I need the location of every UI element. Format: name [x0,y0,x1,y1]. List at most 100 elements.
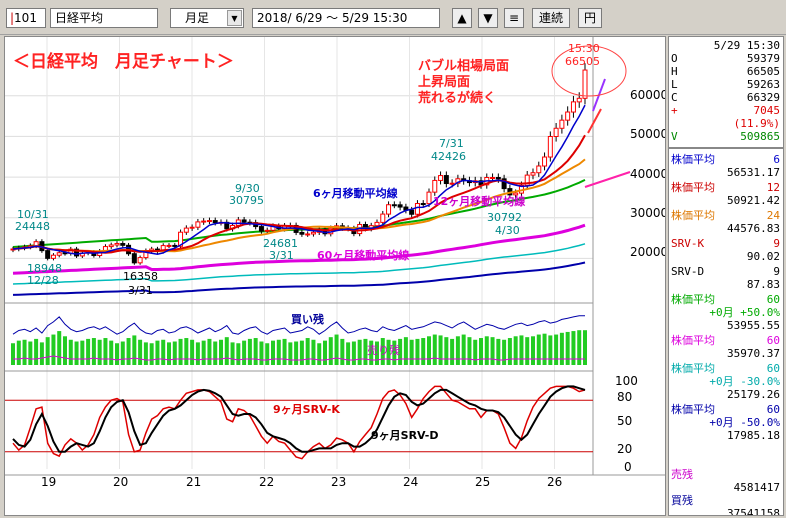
buy-volume-bar [219,339,223,365]
candle-body [414,203,420,215]
buy-volume-bar [323,340,327,365]
buy-volume-bar [178,338,183,365]
indicator-period: 12 [766,181,780,194]
candle-body [305,233,311,236]
label-date-5: 3/31 [269,249,294,262]
scroll-up-button[interactable]: ▲ [452,8,472,28]
label-date-4: 9/30 [235,182,260,195]
label-value-4: 30795 [229,194,264,207]
indicator-value-text: 44576.83 [727,222,780,235]
indicator-offset: +0月 -30.0% [671,375,780,388]
toolbar: |101 日経平均 月足 ▼ 2018/ 6/29 ～ 5/29 15:30 ▲… [0,0,786,35]
indicator-value-text: 53955.55 [727,319,780,332]
candle-body [536,165,542,174]
ma6-line [12,104,586,255]
buy-volume-bar [63,336,67,365]
info-open: O 59379 [671,52,780,65]
volume-bars [11,315,587,365]
buy-volume-bar [22,339,27,365]
price-chart: ＜日経平均 月足チャート＞ 15:30 66505 バブル相場局面 上昇局面 荒… [5,37,668,489]
indicator-period: 60 [766,362,780,375]
indicator-offset: +0月 -50.0% [671,416,780,429]
yen-button[interactable]: 円 [578,8,602,28]
buy-volume-bar [455,336,460,365]
annotation-arrow-red [587,108,602,134]
buy-volume-bar [68,339,73,365]
buy-volume-bar [536,334,541,365]
candle-body [310,231,316,235]
buy-volume-bar [161,339,166,365]
x-tick-22: 22 [259,475,274,489]
stock-code-field[interactable]: |101 [6,8,46,28]
indicator-period: 60 [766,334,780,347]
buy-balance-label: 買残 [671,494,693,507]
srv-k-line [12,385,586,460]
buy-volume-bar [490,337,495,365]
moving-averages [12,104,586,255]
date-range-field[interactable]: 2018/ 6/29 ～ 5/29 15:30 [252,8,440,28]
sell-volume-label: 売り残 [367,343,400,357]
buy-volume-label: 買い残 [291,312,324,326]
x-tick-19: 19 [41,475,56,489]
buy-volume-bar [484,336,489,365]
buy-volume-bar [247,338,252,365]
buy-volume-bar [571,331,576,365]
candle-body [570,101,576,113]
buy-volume-bar [143,342,148,365]
scroll-down-button[interactable]: ▼ [478,8,498,28]
chevron-down-icon[interactable]: ▼ [227,10,242,26]
buy-volume-bar [201,340,206,365]
candle-body [189,226,195,229]
buy-volume-bar [184,338,189,365]
buy-volume-bar [386,339,391,365]
y-axis-price: 60000 50000 40000 30000 20000 [630,88,668,259]
indicator-period: 9 [773,237,780,250]
sell-volume-line [13,355,585,361]
candle-body [420,203,426,206]
buy-volume-bar [496,338,501,365]
label-value-2: 18948 [27,262,62,275]
label-value-6: 42426 [431,150,466,163]
stock-name-field[interactable]: 日経平均 [50,8,158,28]
y-tick-100: 100 [615,374,638,388]
indicator-name: 株価平均 [671,153,715,166]
x-tick-20: 20 [113,475,128,489]
menu-button[interactable]: ≡ [504,8,524,28]
buy-volume-bar [461,334,466,365]
indicator-value: 50921.42 [671,194,780,207]
candle-body [391,204,397,207]
indicator-offset-text: +0月 -50.0% [709,416,780,429]
ma60-label: 60ヶ月移動平均線 [317,248,409,262]
candle-body [495,177,501,180]
buy-volume-bar [236,343,241,365]
y-tick-20000: 20000 [630,245,665,259]
annotation-line1: バブル相場局面 [418,58,509,74]
buy-volume-bar [242,340,247,365]
y-tick-50: 50 [617,414,632,428]
buy-volume-bar [427,336,431,365]
annotation-ellipse [551,45,627,97]
x-tick-26: 26 [547,475,562,489]
buy-volume-bar [531,336,535,365]
continuous-button[interactable]: 連続 [532,8,570,28]
label-date-3: 3/31 [128,284,153,297]
buy-volume-bar [126,338,131,365]
indicator-value: 53955.55 [671,319,780,332]
buy-volume-bar [45,337,50,365]
label-value-3: 16358 [123,270,158,283]
indicator-value: 56531.17 [671,166,780,179]
buy-volume-bar [398,338,403,365]
indicator-offset: +0月 +50.0% [671,306,780,319]
x-tick-25: 25 [475,475,490,489]
buy-volume-bar [282,338,287,365]
info-low: L 59263 [671,78,780,91]
indicator-value-text: 90.02 [746,250,780,263]
indicator-value-text: 50921.42 [727,194,780,207]
chart-panel: ＜日経平均 月足チャート＞ 15:30 66505 バブル相場局面 上昇局面 荒… [4,36,668,516]
range-end: 5/29 15:30 [342,11,408,25]
period-select[interactable]: 月足 ▼ [170,8,244,28]
buy-volume-bar [34,338,39,365]
buy-volume-bar [103,338,108,365]
buy-volume-bar [91,338,96,365]
buy-volume-bar [213,341,218,365]
